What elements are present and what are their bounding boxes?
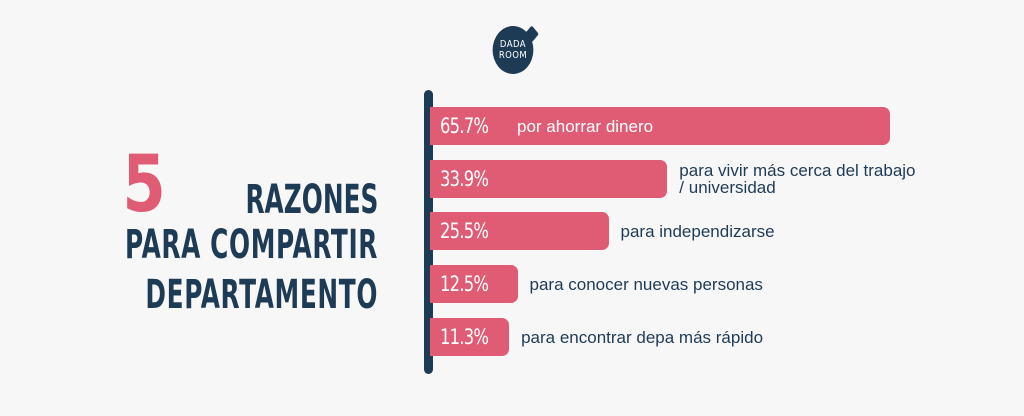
bar-5	[430, 318, 510, 356]
logo-line2: ROOM	[498, 50, 528, 61]
value-label: 33.9%	[440, 167, 489, 191]
chart-axis	[424, 90, 433, 374]
value-label: 65.7%	[440, 114, 489, 138]
title-line3: DEPARTAMENTO	[145, 272, 378, 318]
category-label: para encontrar depa más rápido	[521, 327, 764, 347]
bar-3	[430, 212, 609, 250]
bar-1	[430, 107, 890, 145]
value-label: 25.5%	[440, 219, 489, 243]
value-label: 12.5%	[440, 272, 489, 296]
title-line1: RAZONES	[245, 177, 378, 223]
category-label: para vivir más cerca del trabajo / unive…	[679, 161, 916, 197]
bar-2	[430, 160, 668, 198]
category-label: por ahorrar dinero	[517, 116, 654, 136]
title-number: 5	[122, 140, 167, 230]
bar-4	[430, 265, 518, 303]
dadaroom-logo: DADA ROOM	[492, 26, 534, 74]
infographic-title: 5 RAZONES PARA COMPARTIR DEPARTAMENTO	[0, 140, 378, 320]
category-label: para independizarse	[620, 221, 775, 241]
title-line2: PARA COMPARTIR	[125, 222, 378, 268]
value-label: 11.3%	[440, 325, 489, 349]
logo-line1: DADA	[499, 39, 527, 50]
category-label: para conocer nuevas personas	[529, 274, 763, 294]
